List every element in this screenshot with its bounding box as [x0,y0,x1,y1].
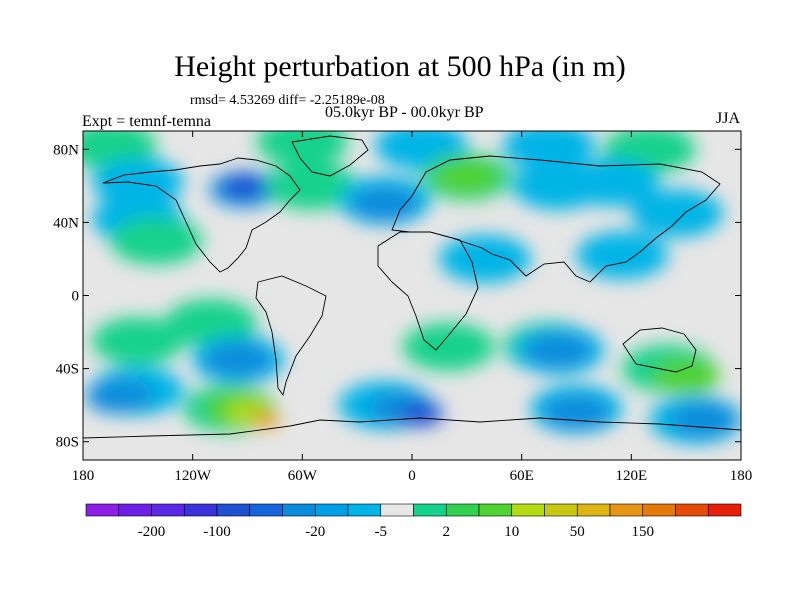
lat-label: 80S [56,435,79,451]
anomaly-neg5 [439,234,532,283]
anomaly-pos10 [432,158,501,195]
colorbar-swatch [675,503,709,517]
colorbar-swatch [413,503,447,517]
anomaly-neg5 [503,131,596,170]
colorbar-swatch [380,503,414,517]
lat-label: 0 [72,289,80,305]
lon-label: 0 [408,468,416,484]
colorbar-swatch [576,503,611,517]
colorbar-swatch [511,503,545,517]
anomaly-pos2 [256,131,349,166]
anomaly-pos2 [164,298,257,347]
colorbar-label: 150 [632,524,655,540]
colorbar-swatch [609,503,644,517]
anomaly-neg100 [399,402,444,427]
coastline-eurasia [391,155,721,283]
coastline-greenland [291,135,369,177]
experiment-label: Expt = temnf-temna [82,113,211,130]
anomaly-neg20 [85,378,154,415]
colorbar-swatch [478,503,513,517]
map-axes: 80N 40N 0 40S 80S 180 120W 60W 0 60E 120E 180 [53,131,752,484]
lon-label: 180 [72,468,95,484]
colorbar-swatch [642,503,676,517]
lon-label: 120W [174,468,212,484]
coastline-australia [622,327,697,373]
colorbar-label: -5 [375,524,388,540]
anomaly-pos2 [110,216,203,265]
anomaly-pos2 [402,322,495,371]
colorbar-swatch [445,503,480,517]
colorbar-swatch [544,503,578,517]
colorbar-label: 50 [570,524,585,540]
colorbar-swatch [282,503,316,517]
stats-line: rmsd= 4.53269 diff= -2.25189e-08 [190,93,385,108]
anomaly-neg100 [221,173,266,198]
anomaly-pos2 [91,317,184,366]
anomaly-neg5 [631,189,724,238]
colorbar-label: -20 [305,524,325,540]
coastline-south-america [255,275,327,397]
anomaly-neg5 [567,158,660,207]
colorbar-swatch [85,503,120,517]
colorbar-swatch [151,503,185,517]
lat-label: 40N [53,215,79,231]
colorbar-label: -100 [203,524,231,540]
colorbar-swatch [347,503,382,517]
anomaly-pos150 [251,411,280,428]
anomaly-neg20 [524,332,593,369]
plot-title: Height perturbation at 500 hPa (in m) [174,50,626,83]
colorbar-swatch [118,503,152,517]
anomaly-neg20 [350,186,419,223]
colorbar-label: 10 [504,524,519,540]
lon-label: 60W [288,468,318,484]
lon-label: 180 [730,468,753,484]
lat-label: 80N [53,142,79,158]
map-panel: 80N 40N 0 40S 80S 180 120W 60W 0 60E 120E 180 [53,130,752,484]
coastline-north-america [102,157,301,273]
lon-label: 60E [510,468,534,484]
anomaly-neg20 [542,394,611,431]
season-label: JJA [716,110,741,127]
colorbar-swatch [707,503,742,517]
colorbar-swatch [216,503,251,517]
lat-label: 40S [56,362,79,378]
colorbar-label: -200 [138,524,166,540]
anomaly-neg5 [91,158,184,207]
colorbar: -200 -100 -20 -5 2 10 50 150 [85,503,742,540]
coastline-antarctica [83,417,741,439]
colorbar-label: 2 [443,524,451,540]
colorbar-swatch [249,503,283,517]
anomaly-neg5 [576,231,669,280]
anomaly-pos10 [652,357,721,394]
anomaly-field [83,131,741,444]
period-label: 05.0kyr BP - 00.0kyr BP [325,104,484,121]
anomaly-neg20 [670,401,739,438]
lon-label: 120E [615,468,647,484]
coastlines [83,135,741,439]
anomaly-neg20 [204,341,273,378]
colorbar-swatch [314,503,349,517]
colorbar-swatch [183,503,218,517]
